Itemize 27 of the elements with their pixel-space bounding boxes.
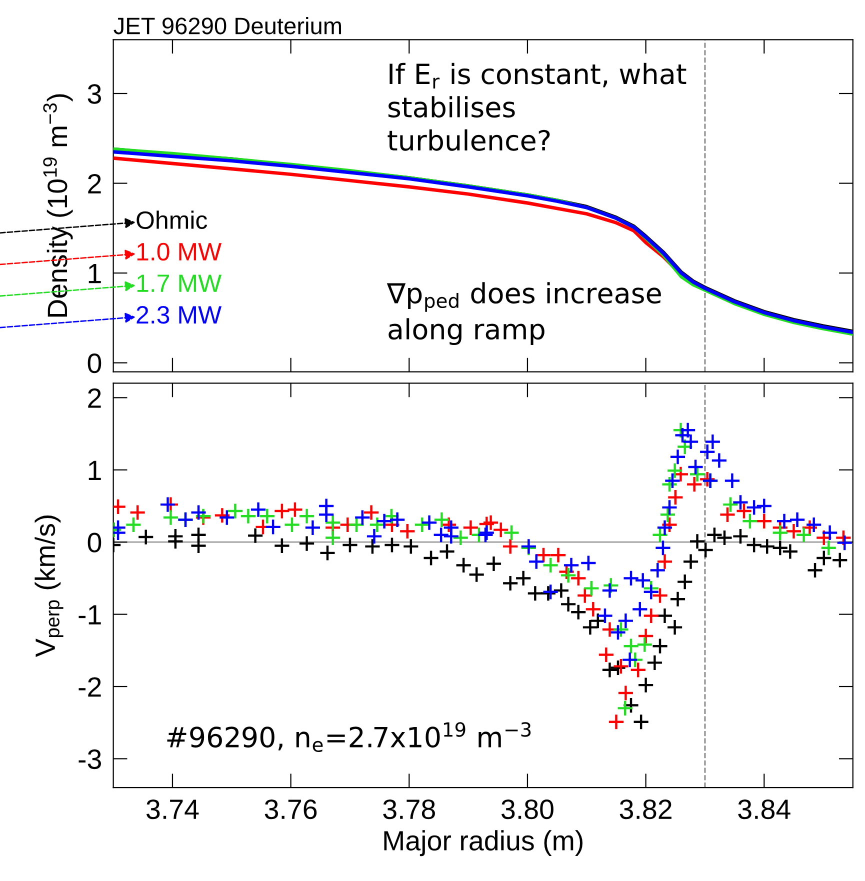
chart-title: JET 96290 Deuterium [114, 16, 342, 34]
y-tick-label: 3 [88, 84, 101, 104]
y-tick-label: -1 [78, 605, 101, 624]
y-axis-title: Density (10$^{19}$ m$^{−3}$) [43, 94, 73, 317]
x-tick-label: 3.84 [738, 799, 790, 820]
y-tick-label: 1 [88, 460, 101, 480]
x-tick-label: 3.80 [502, 799, 554, 820]
x-axis-title: Major radius (m) [384, 830, 582, 856]
y-tick-label: 1 [88, 264, 101, 284]
y-tick-label: 0 [88, 353, 102, 374]
annotation: If E$_{r}$ is constant, what stabilises turbulence? [388, 62, 686, 151]
y-tick-label: -2 [78, 677, 101, 697]
legend-label: 1.7 MW [137, 274, 222, 292]
y-tick-label: 2 [88, 388, 101, 408]
y-tick-label: 2 [88, 174, 101, 194]
legend-label: Ohmic [136, 210, 208, 230]
annotation: #96290, n$_{e}$=2.7x10$^{19}$ m$^{−3}$ [167, 722, 531, 752]
x-tick-label: 3.74 [146, 799, 199, 820]
y-tick-label: -3 [78, 749, 101, 770]
annotation: ∇p$_{ped}$ does increase along ramp [386, 282, 661, 346]
legend-label: 1.0 MW [137, 242, 222, 261]
y-tick-label: 0 [88, 532, 102, 552]
legend-label: 2.3 MW [136, 306, 222, 324]
y-axis-title: V$_{perp}$ (km/s) [34, 516, 64, 657]
x-tick-label: 3.78 [383, 799, 435, 820]
x-tick-label: 3.76 [264, 799, 317, 820]
x-tick-label: 3.82 [620, 799, 672, 820]
